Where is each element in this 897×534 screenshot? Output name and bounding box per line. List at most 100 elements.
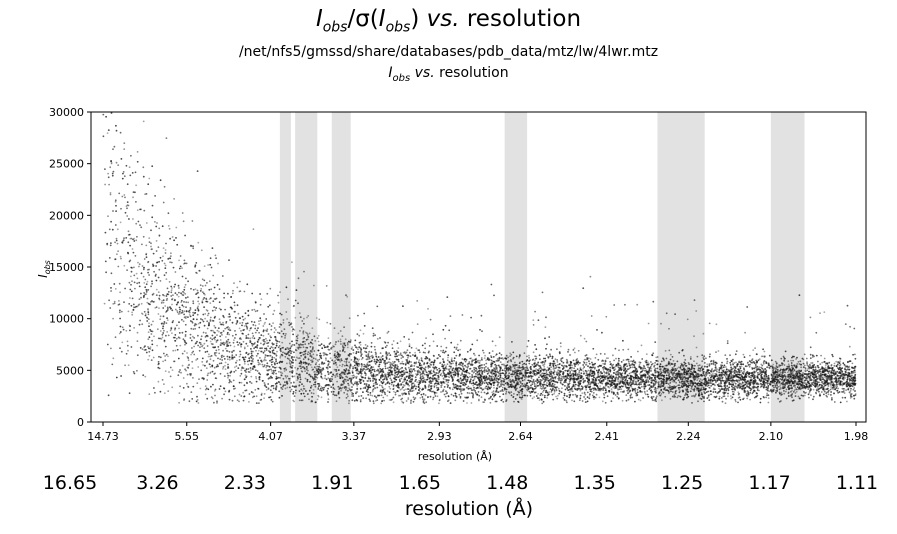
data-point — [189, 320, 192, 322]
data-point — [514, 365, 516, 368]
data-point — [431, 390, 433, 393]
data-point — [746, 380, 749, 383]
data-point — [647, 381, 650, 384]
data-point — [697, 377, 700, 380]
data-point — [205, 339, 208, 342]
data-point — [190, 287, 192, 290]
data-point — [182, 290, 184, 293]
data-point — [786, 375, 789, 378]
data-point — [132, 218, 134, 220]
data-point — [759, 382, 762, 385]
data-point — [297, 347, 300, 350]
data-point — [756, 365, 759, 368]
data-point — [576, 396, 578, 399]
data-point — [701, 354, 704, 357]
data-point — [204, 364, 206, 367]
data-point — [529, 394, 532, 397]
data-point — [650, 370, 652, 372]
data-point — [254, 310, 257, 313]
data-point — [200, 288, 203, 290]
data-point — [162, 332, 165, 334]
data-point — [198, 378, 200, 380]
data-point — [246, 345, 249, 347]
data-point — [567, 389, 569, 391]
data-point — [748, 386, 750, 388]
data-point — [441, 384, 443, 386]
data-point — [646, 364, 648, 366]
data-point — [726, 340, 729, 342]
data-point — [119, 291, 121, 294]
data-point — [683, 369, 686, 372]
data-point — [718, 371, 720, 374]
data-point — [286, 386, 289, 389]
data-point — [495, 379, 498, 382]
data-point — [491, 391, 493, 394]
data-point — [378, 384, 381, 387]
data-point — [851, 362, 854, 365]
data-point — [108, 257, 111, 259]
data-point — [512, 364, 515, 367]
data-point — [198, 303, 201, 305]
data-point — [135, 184, 138, 187]
data-point — [505, 371, 507, 374]
data-point — [796, 363, 799, 365]
data-point — [171, 309, 174, 312]
data-point — [535, 370, 537, 372]
data-point — [472, 396, 474, 399]
data-point — [273, 327, 276, 329]
data-point — [787, 363, 790, 366]
data-point — [466, 378, 469, 381]
data-point — [253, 347, 256, 350]
data-point — [233, 310, 236, 313]
data-point — [288, 377, 291, 380]
data-point — [630, 356, 632, 358]
data-point — [112, 357, 115, 360]
data-point — [500, 383, 502, 386]
data-point — [351, 386, 353, 388]
data-point — [339, 360, 342, 363]
data-point — [812, 398, 814, 401]
data-point — [818, 390, 820, 393]
data-point — [796, 386, 799, 389]
data-point — [184, 368, 187, 371]
data-point — [432, 333, 434, 336]
data-point — [126, 215, 129, 217]
data-point — [507, 359, 510, 362]
shaded-band-3 — [504, 112, 528, 422]
data-point — [349, 363, 352, 365]
data-point — [480, 358, 483, 361]
data-point — [231, 292, 234, 295]
data-point — [286, 382, 288, 385]
data-point — [846, 400, 848, 403]
data-point — [195, 262, 198, 264]
data-point — [380, 360, 383, 362]
data-point — [710, 373, 713, 376]
data-point — [579, 394, 582, 397]
data-point — [254, 327, 257, 330]
data-point — [324, 374, 327, 377]
data-point — [233, 339, 235, 342]
data-point — [583, 337, 586, 340]
data-point — [669, 384, 671, 387]
data-point — [143, 258, 146, 260]
data-point — [539, 366, 542, 369]
data-point — [192, 328, 195, 330]
data-point — [353, 364, 356, 367]
data-point — [665, 367, 667, 370]
data-point — [715, 323, 718, 326]
data-point — [293, 356, 295, 359]
data-point — [721, 369, 724, 372]
data-point — [694, 364, 696, 367]
data-point — [496, 369, 499, 372]
data-point — [163, 185, 166, 188]
data-point — [384, 365, 387, 368]
data-point — [766, 379, 769, 382]
data-point — [275, 342, 278, 345]
data-point — [258, 323, 260, 325]
data-point — [300, 363, 303, 366]
data-point — [352, 365, 354, 368]
data-point — [254, 324, 257, 327]
data-point — [676, 367, 678, 370]
data-point — [226, 355, 229, 358]
data-point — [477, 359, 479, 362]
